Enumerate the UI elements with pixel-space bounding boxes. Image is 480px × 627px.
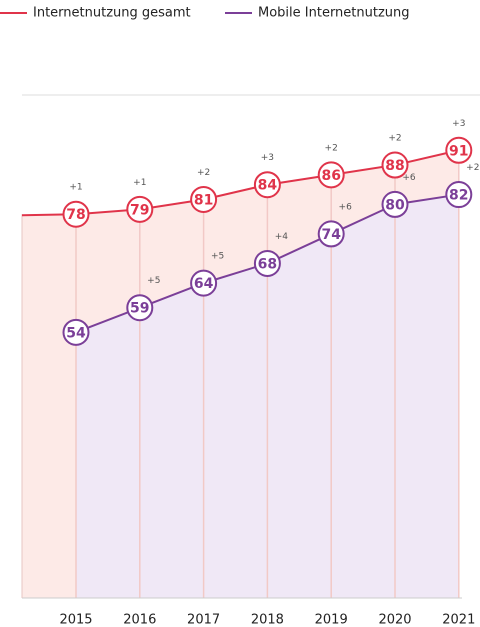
x-tick-label: 2018 [251, 613, 284, 627]
change-label: +2 [325, 143, 338, 153]
data-label: 64 [194, 276, 214, 292]
point-marker [445, 181, 473, 209]
data-label: 81 [194, 192, 213, 208]
x-tick-label: 2021 [442, 613, 475, 627]
data-label: 82 [449, 188, 468, 204]
x-tick-label: 2019 [315, 613, 348, 627]
point-marker [317, 220, 345, 248]
change-label: +1 [133, 178, 146, 188]
point-marker [381, 190, 409, 218]
change-label: +3 [261, 153, 274, 163]
x-tick-label: 2020 [378, 613, 411, 627]
legend-label: Internetnutzung gesamt [33, 6, 191, 21]
data-label: 88 [385, 158, 404, 174]
data-label: 74 [321, 227, 341, 243]
change-label: +2 [466, 163, 479, 173]
data-label: 54 [66, 325, 86, 341]
point-marker [62, 318, 90, 346]
point-marker [126, 195, 154, 223]
change-label: +2 [388, 134, 401, 144]
change-label: +2 [197, 168, 210, 178]
point-marker [253, 171, 281, 199]
data-label: 59 [130, 301, 149, 317]
point-marker [317, 161, 345, 189]
data-label: 80 [385, 197, 405, 213]
data-label: 91 [449, 143, 468, 159]
data-label: 84 [258, 178, 278, 194]
point-marker [190, 185, 218, 213]
change-label: +4 [275, 232, 289, 242]
change-label: +6 [402, 173, 416, 183]
x-tick-label: 2017 [187, 613, 220, 627]
change-label: +5 [211, 252, 224, 262]
point-marker [62, 200, 90, 228]
change-label: +3 [452, 119, 465, 129]
data-label: 86 [321, 168, 340, 184]
data-label: 68 [258, 256, 277, 272]
data-label: 79 [130, 202, 149, 218]
point-marker [253, 249, 281, 277]
change-label: +1 [69, 183, 82, 193]
x-tick-label: 2015 [59, 613, 92, 627]
data-label: 78 [66, 207, 85, 223]
change-label: +5 [147, 276, 160, 286]
point-marker [445, 136, 473, 164]
legend-label: Mobile Internetnutzung [258, 6, 410, 21]
point-marker [126, 294, 154, 322]
point-marker [190, 269, 218, 297]
point-marker [381, 151, 409, 179]
change-label: +6 [339, 202, 353, 212]
x-tick-label: 2016 [123, 613, 156, 627]
